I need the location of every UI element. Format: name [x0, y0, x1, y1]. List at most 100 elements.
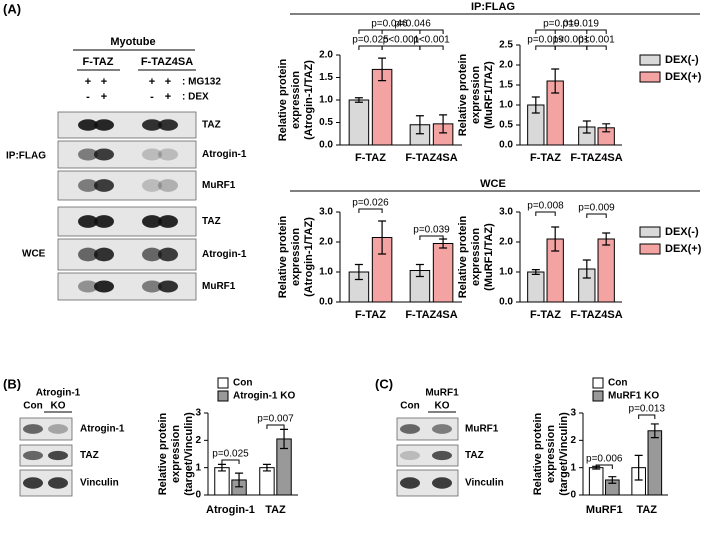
blot-band — [142, 280, 162, 293]
blot-band — [78, 280, 98, 293]
bar — [259, 467, 275, 496]
y-tick-label: 2.0 — [319, 50, 333, 61]
error-bar — [235, 472, 244, 488]
legend-label: DEX(+) — [665, 243, 702, 255]
y-tick-label: 0.0 — [499, 297, 513, 308]
y-axis-label: (Atrogin-1/TAZ) — [303, 217, 315, 297]
significance-label: p=0.025 — [352, 35, 389, 46]
blot-band — [400, 450, 420, 461]
blot-band — [400, 477, 420, 489]
significance-bracket — [358, 45, 383, 50]
x-tick-label: F-TAZ4SA — [570, 309, 622, 321]
error-bar — [354, 97, 363, 103]
significance-label: p=0.019 — [543, 19, 580, 30]
error-bar — [415, 115, 424, 135]
y-tick-label: 2 — [195, 435, 201, 446]
significance-label: p=0.019 — [562, 19, 599, 30]
y-tick-label: 0.5 — [319, 117, 333, 128]
legend-swatch — [592, 377, 604, 389]
significance-label: p=0.046 — [394, 19, 431, 30]
y-axis-label: expression — [290, 228, 302, 286]
blot-band — [78, 247, 98, 262]
bar — [527, 271, 545, 303]
row-label: TAZ — [80, 450, 99, 461]
x-tick-label: TAZ — [636, 504, 657, 516]
y-tick-label: 0.0 — [319, 140, 333, 151]
significance-bracket — [595, 464, 613, 469]
blot-band — [142, 179, 162, 192]
bar — [647, 430, 663, 496]
y-axis-label: (Atrogin-1/TAZ) — [303, 60, 315, 140]
significance-bracket — [535, 45, 556, 50]
significance-label: p<0.001 — [553, 35, 590, 46]
error-bar — [582, 259, 591, 279]
blot-band — [142, 247, 162, 262]
y-axis-label: expression — [470, 228, 482, 286]
legend-label: DEX(-) — [665, 54, 699, 66]
treatment-sign: + — [101, 76, 107, 88]
significance-label: p=0.006 — [586, 454, 623, 465]
error-bar — [551, 226, 560, 252]
lane-label: MuRF1 — [425, 388, 459, 399]
y-axis-label: Relative protein — [277, 58, 289, 141]
y-tick-label: 0 — [570, 490, 576, 501]
blot-band — [23, 450, 43, 461]
blot-band — [142, 119, 162, 131]
blot-band — [94, 179, 114, 192]
y-tick-label: 1 — [570, 462, 576, 473]
blot-band — [94, 215, 114, 228]
treatment-sign: + — [165, 76, 171, 88]
treatment-sign: + — [165, 91, 171, 103]
legend-swatch — [592, 390, 604, 402]
blot-strip — [396, 417, 459, 441]
legend-label: Con — [233, 378, 252, 389]
error-bar — [439, 114, 448, 134]
group-label: F-TAZ4SA — [141, 56, 193, 68]
y-axis-label: Relative protein — [532, 412, 544, 495]
legend-swatch — [217, 377, 229, 389]
y-axis-label: Relative protein — [157, 412, 169, 495]
lane-label: Con — [23, 401, 42, 412]
error-bar — [262, 463, 271, 472]
blot-band — [158, 280, 178, 293]
y-tick-label: 0.0 — [319, 297, 333, 308]
y-tick-label: 2 — [570, 435, 576, 446]
blot-band — [48, 450, 68, 461]
blot-band — [23, 424, 43, 434]
blot-band — [94, 247, 114, 262]
treatment-label: : DEX — [182, 92, 209, 103]
x-tick-label: F-TAZ — [530, 152, 561, 164]
significance-label: p<0.001 — [383, 35, 420, 46]
section-title: IP:FLAG — [471, 1, 515, 13]
bar — [214, 467, 230, 496]
x-tick-label: F-TAZ4SA — [405, 152, 457, 164]
significance-bracket — [419, 235, 444, 240]
panel-label: (A) — [3, 1, 21, 16]
y-axis-label: (target/Vinculin) — [558, 412, 570, 496]
blot-band — [158, 215, 178, 228]
y-tick-label: 1.0 — [319, 267, 333, 278]
error-bar — [531, 96, 540, 114]
significance-bracket — [358, 29, 421, 34]
y-tick-label: 2.0 — [499, 237, 513, 248]
blot-band — [158, 247, 178, 262]
significance-bracket — [554, 29, 607, 34]
significance-bracket — [535, 29, 588, 34]
section-label: WCE — [22, 249, 46, 260]
y-tick-label: 0.5 — [499, 120, 513, 131]
treatment-sign: - — [86, 91, 90, 103]
blot-band — [23, 477, 43, 489]
legend-swatch — [639, 54, 661, 66]
treatment-sign: - — [150, 91, 154, 103]
y-tick-label: 1.5 — [319, 72, 333, 83]
row-label: TAZ — [465, 450, 484, 461]
blot-band — [94, 280, 114, 293]
error-bar — [602, 123, 611, 133]
blot-band — [94, 148, 114, 161]
significance-label: p=0.046 — [371, 19, 408, 30]
blot-strip — [19, 417, 73, 441]
significance-label: p=0.039 — [413, 225, 450, 236]
lane-label: Atrogin-1 — [36, 388, 81, 399]
error-bar — [378, 220, 387, 255]
significance-label: p=0.025 — [212, 449, 249, 460]
